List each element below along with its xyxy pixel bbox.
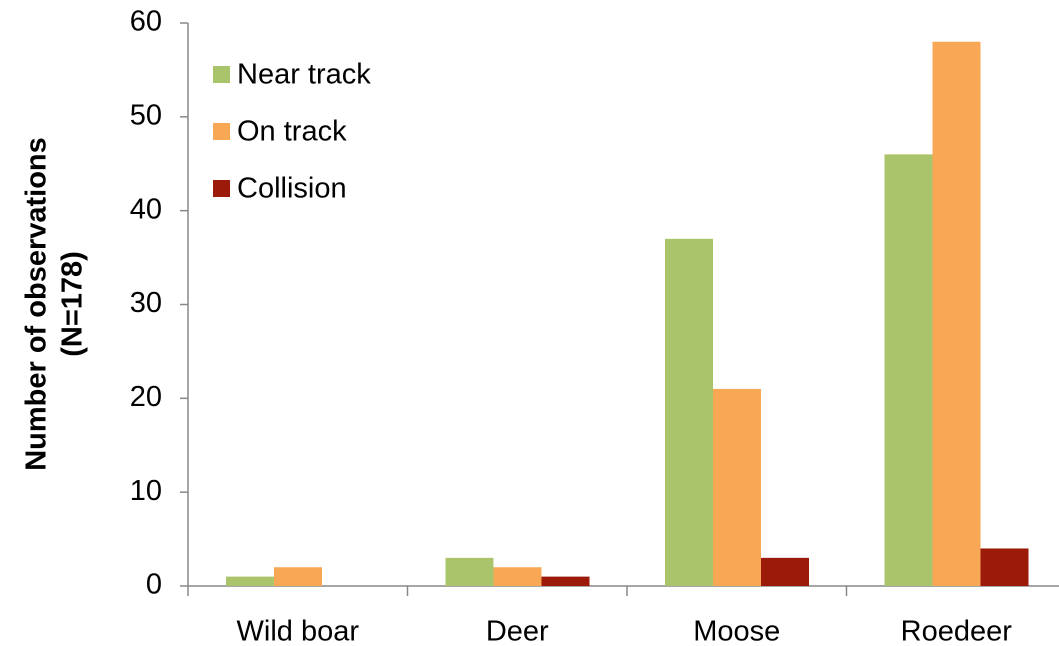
x-tick-label: Wild boar xyxy=(237,616,360,646)
legend-swatch xyxy=(213,180,230,197)
bar xyxy=(541,576,590,586)
bar xyxy=(932,41,981,587)
bar xyxy=(761,557,809,586)
legend-swatch xyxy=(213,123,230,140)
bar xyxy=(665,238,713,587)
bar xyxy=(980,548,1029,586)
y-axis-label-line: (N=178) xyxy=(57,251,89,357)
y-axis-label: Number of observations (N=178) xyxy=(21,137,89,471)
legend-swatch xyxy=(213,66,230,83)
bar xyxy=(884,154,933,586)
x-tick-label: Moose xyxy=(693,616,780,646)
y-tick-label: 30 xyxy=(130,287,162,319)
bar xyxy=(274,567,322,586)
y-tick-label: 10 xyxy=(130,475,162,507)
y-tick-label: 60 xyxy=(130,6,162,38)
x-tick-label: Roedeer xyxy=(901,616,1013,646)
legend-label: Near track xyxy=(237,59,371,91)
y-axis-label-line: Number of observations xyxy=(21,137,53,471)
y-tick-label: 20 xyxy=(130,381,162,413)
bar xyxy=(713,388,761,586)
bar xyxy=(493,567,542,586)
legend-label: On track xyxy=(237,116,347,148)
x-tick-label: Deer xyxy=(486,616,549,646)
y-tick-label: 40 xyxy=(130,193,162,225)
y-tick-label: 0 xyxy=(146,569,162,601)
y-tick-label: 50 xyxy=(130,99,162,131)
legend-label: Collision xyxy=(237,173,347,205)
bar xyxy=(445,557,494,586)
bar xyxy=(226,576,274,586)
